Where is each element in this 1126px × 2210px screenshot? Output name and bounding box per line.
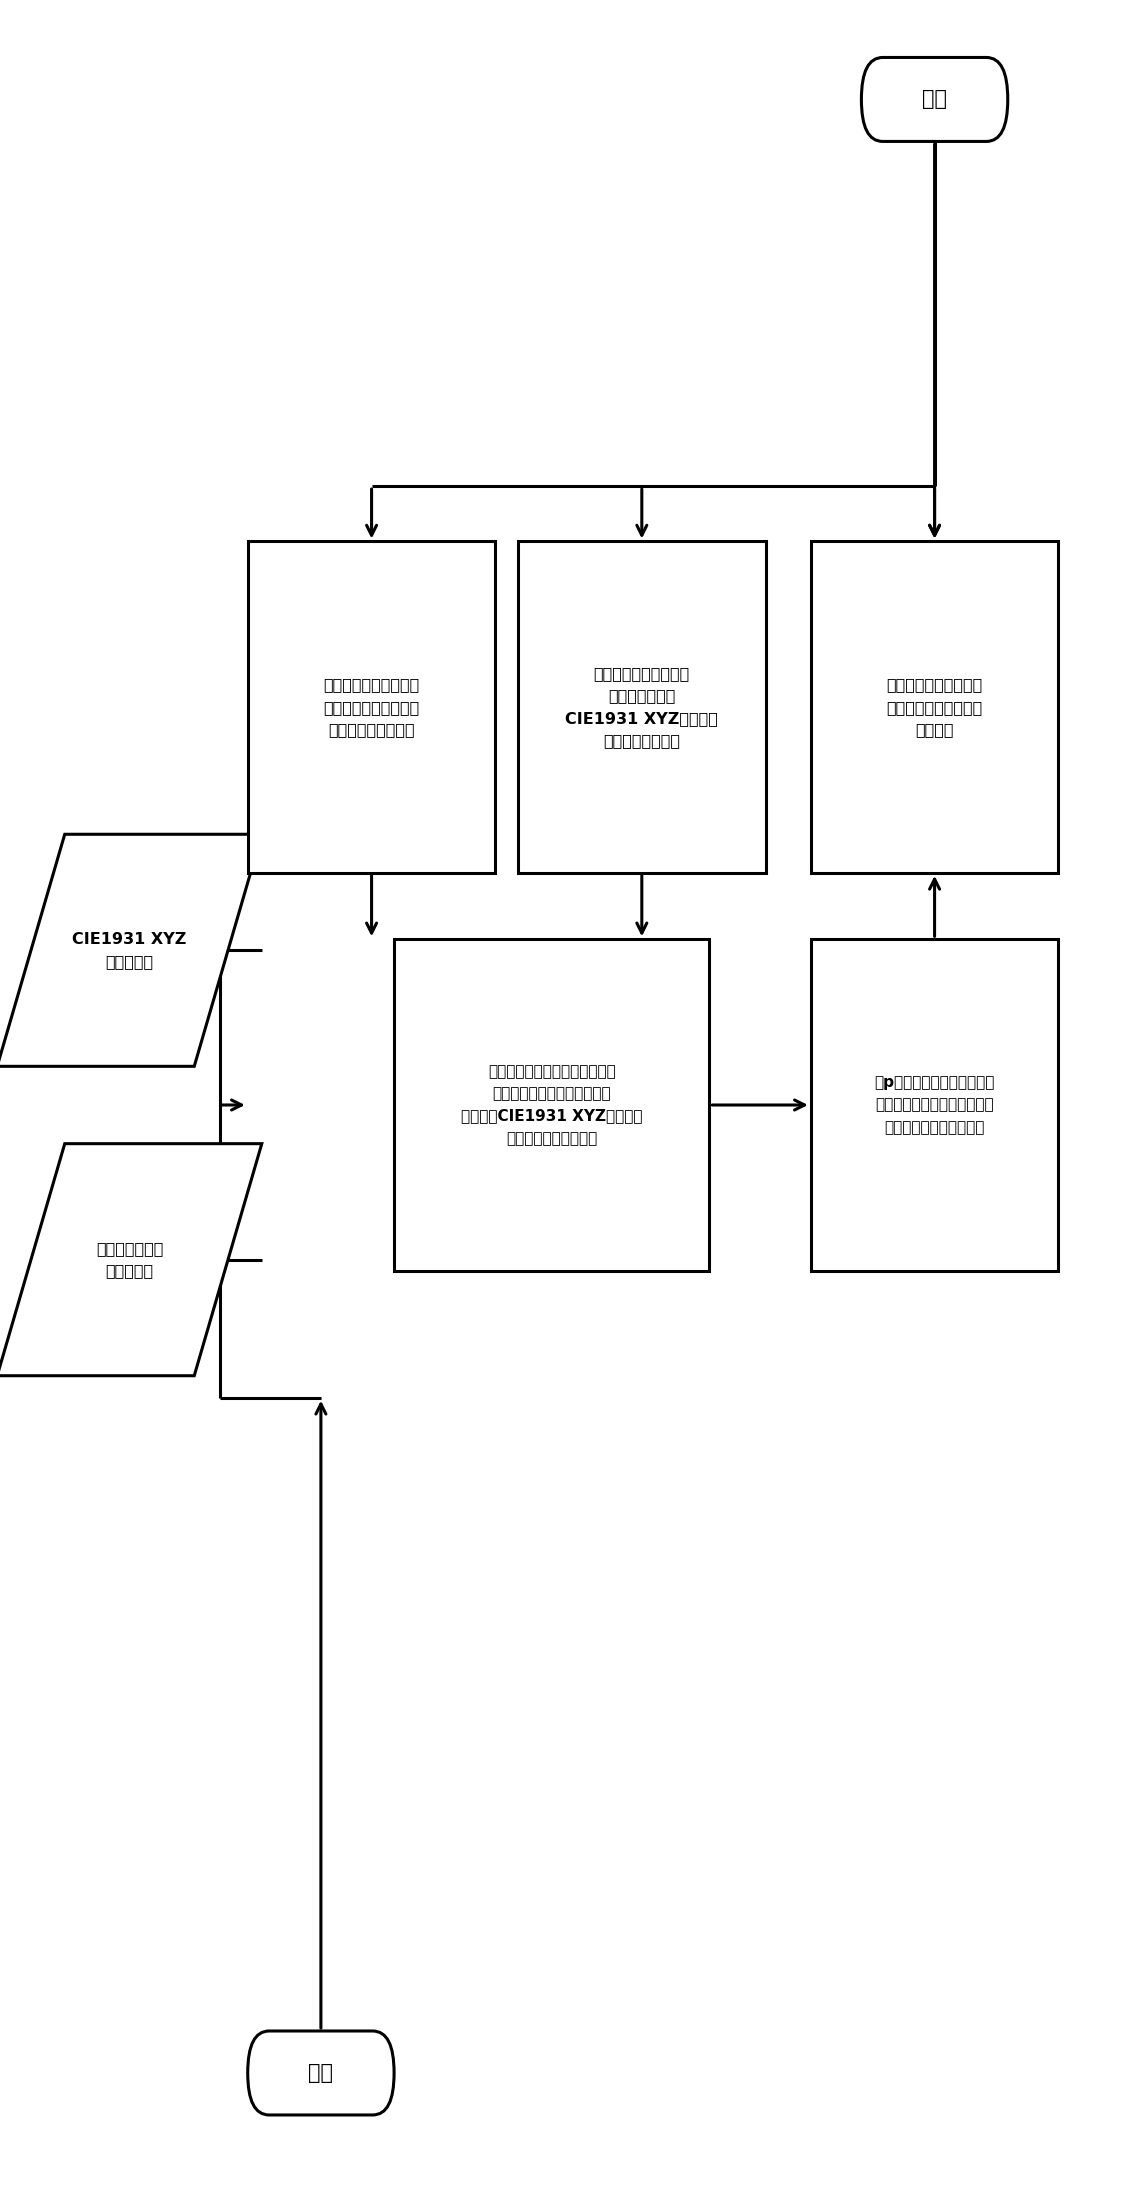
Text: 使用伪逆法计算相机光
谱灵敏度函数至
CIE1931 XYZ色匹配函
数的初始变换矩阵: 使用伪逆法计算相机光 谱灵敏度函数至 CIE1931 XYZ色匹配函 数的初始变… bbox=[565, 667, 718, 747]
FancyBboxPatch shape bbox=[811, 541, 1058, 873]
Text: 待标定相机光谱
灵敏度函数: 待标定相机光谱 灵敏度函数 bbox=[96, 1242, 163, 1277]
Text: 结束: 结束 bbox=[922, 88, 947, 111]
FancyBboxPatch shape bbox=[248, 2031, 394, 2115]
Polygon shape bbox=[0, 1145, 261, 1375]
FancyBboxPatch shape bbox=[248, 541, 495, 873]
Text: 开始: 开始 bbox=[309, 2062, 333, 2084]
Text: 选取若干常见的标定光源，以理
想反射面在这些光源下与参考
光源下的CIE1931 XYZ三刷激値
间的色差作为优化约束: 选取若干常见的标定光源，以理 想反射面在这些光源下与参考 光源下的CIE1931… bbox=[461, 1065, 643, 1145]
Text: 以p参数作为优化过程的目标
函数，进行带约束的非线性优
化，得到最佳的变换矩阵: 以p参数作为优化过程的目标 函数，进行带约束的非线性优 化，得到最佳的变换矩阵 bbox=[875, 1076, 994, 1134]
FancyBboxPatch shape bbox=[394, 939, 709, 1271]
Text: 对两组函数进行插値或
重采样，使得其采样点
及波长范围完全对应: 对两组函数进行插値或 重采样，使得其采样点 及波长范围完全对应 bbox=[323, 678, 420, 736]
FancyBboxPatch shape bbox=[518, 541, 766, 873]
FancyBboxPatch shape bbox=[861, 57, 1008, 141]
Text: 将该矩阵存储于相机图
像信号处理器内置的存
储空间中: 将该矩阵存储于相机图 像信号处理器内置的存 储空间中 bbox=[886, 678, 983, 736]
FancyBboxPatch shape bbox=[811, 939, 1058, 1271]
Text: CIE1931 XYZ
色匹配函数: CIE1931 XYZ 色匹配函数 bbox=[72, 933, 187, 968]
Polygon shape bbox=[0, 835, 261, 1067]
